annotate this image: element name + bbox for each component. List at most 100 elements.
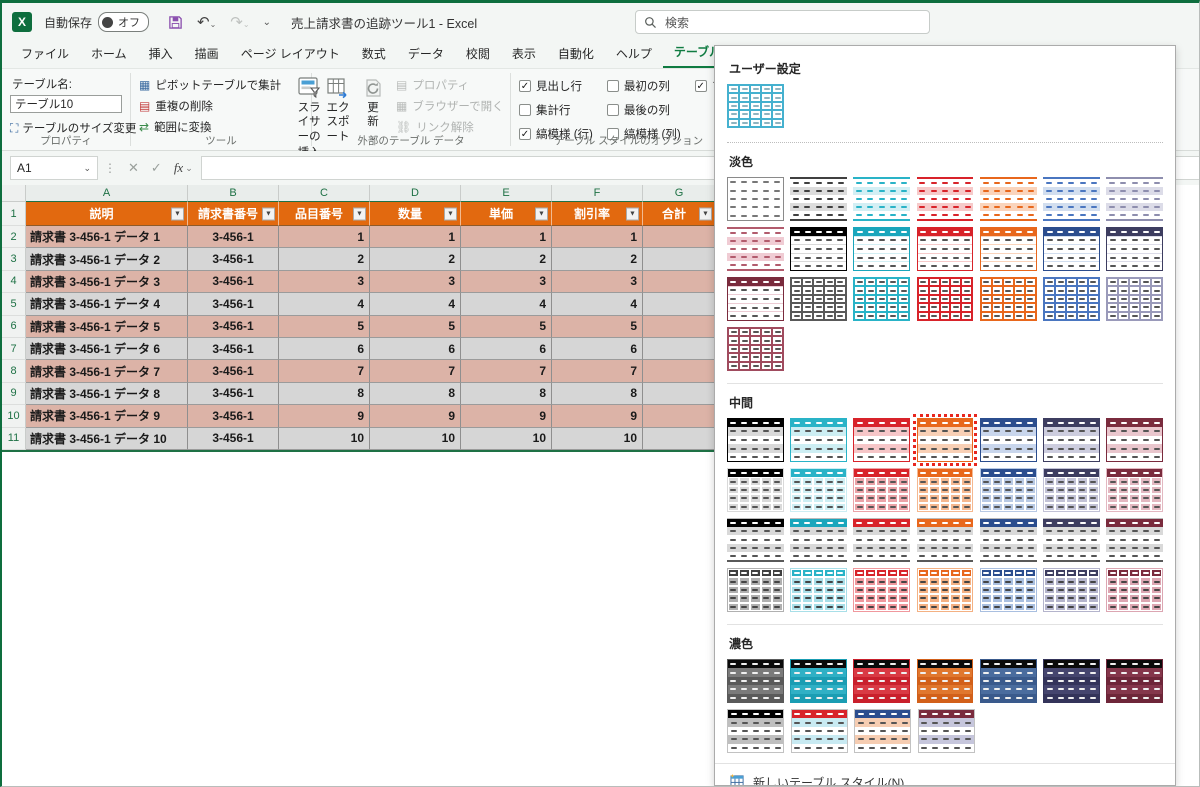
sheet-cell[interactable]: 7 <box>370 360 461 382</box>
table-style-thumbnail[interactable] <box>1043 227 1100 271</box>
ribbon-tab-5[interactable]: 数式 <box>351 40 397 68</box>
sheet-cell[interactable]: 請求書 3-456-1 データ 8 <box>26 383 188 405</box>
sheet-cell[interactable]: 3-456-1 <box>188 405 279 427</box>
table-style-thumbnail[interactable] <box>853 468 910 512</box>
column-header-D[interactable]: D <box>370 185 461 202</box>
sheet-cell[interactable]: 5 <box>370 316 461 338</box>
sheet-cell[interactable]: 請求書 3-456-1 データ 1 <box>26 226 188 248</box>
sheet-cell[interactable]: 3-456-1 <box>188 293 279 315</box>
ribbon-tab-0[interactable]: ファイル <box>10 40 80 68</box>
table-style-thumbnail[interactable] <box>727 468 784 512</box>
table-style-thumbnail[interactable] <box>853 518 910 562</box>
column-header-F[interactable]: F <box>552 185 643 202</box>
ribbon-tab-6[interactable]: データ <box>397 40 455 68</box>
table-style-thumbnail[interactable] <box>980 227 1037 271</box>
tool-button-0[interactable]: ▦ピボットテーブルで集計 <box>139 77 281 93</box>
sheet-cell[interactable]: 請求書 3-456-1 データ 4 <box>26 293 188 315</box>
sheet-cell[interactable]: 4 <box>370 293 461 315</box>
table-style-thumbnail[interactable] <box>727 568 784 612</box>
sheet-cell[interactable] <box>643 316 716 338</box>
table-style-thumbnail[interactable] <box>853 277 910 321</box>
row-header-2[interactable]: 2 <box>2 226 26 248</box>
autosave-toggle[interactable]: 自動保存 オフ <box>44 12 149 32</box>
sheet-cell[interactable] <box>643 383 716 405</box>
table-style-thumbnail[interactable] <box>1106 518 1163 562</box>
table-style-thumbnail[interactable] <box>980 468 1037 512</box>
sheet-cell[interactable]: 3-456-1 <box>188 338 279 360</box>
sheet-cell[interactable] <box>643 360 716 382</box>
table-style-thumbnail[interactable] <box>1106 177 1163 221</box>
tool-button-1[interactable]: ▤重複の削除 <box>139 98 281 114</box>
save-icon[interactable] <box>168 15 183 30</box>
sheet-cell[interactable]: 10 <box>461 428 552 450</box>
sheet-cell[interactable]: 4 <box>279 293 370 315</box>
sheet-cell[interactable]: 請求書 3-456-1 データ 3 <box>26 271 188 293</box>
filter-dropdown-icon[interactable]: ▼ <box>535 207 548 220</box>
ribbon-tab-10[interactable]: ヘルプ <box>605 40 663 68</box>
table-style-thumbnail[interactable] <box>853 568 910 612</box>
table-style-thumbnail[interactable] <box>1106 227 1163 271</box>
sheet-cell[interactable]: 9 <box>279 405 370 427</box>
checkbox-最初の列[interactable]: 最初の列 <box>607 78 681 94</box>
filter-dropdown-icon[interactable]: ▼ <box>353 207 366 220</box>
row-header-7[interactable]: 7 <box>2 338 26 360</box>
sheet-cell[interactable]: 7 <box>552 360 643 382</box>
table-style-thumbnail[interactable] <box>727 659 784 703</box>
column-header-E[interactable]: E <box>461 185 552 202</box>
cancel-icon[interactable]: ✕ <box>128 160 139 176</box>
table-name-input[interactable] <box>10 95 122 113</box>
table-style-thumbnail[interactable] <box>980 659 1037 703</box>
select-all-corner[interactable] <box>2 185 26 202</box>
undo-icon[interactable]: ↶⌄ <box>197 15 216 30</box>
table-style-thumbnail[interactable] <box>790 518 847 562</box>
column-header-B[interactable]: B <box>188 185 279 202</box>
table-style-thumbnail[interactable] <box>917 227 974 271</box>
sheet-cell[interactable]: 2 <box>461 248 552 270</box>
sheet-cell[interactable] <box>643 405 716 427</box>
sheet-cell[interactable]: 1 <box>370 226 461 248</box>
table-style-thumbnail[interactable] <box>1043 518 1100 562</box>
name-box[interactable]: A1 ⌄ <box>10 156 98 180</box>
sheet-cell[interactable]: 5 <box>552 316 643 338</box>
sheet-cell[interactable]: 10 <box>552 428 643 450</box>
column-header-C[interactable]: C <box>279 185 370 202</box>
table-style-thumbnail[interactable] <box>790 568 847 612</box>
sheet-cell[interactable]: 3-456-1 <box>188 383 279 405</box>
new-table-style-button[interactable]: 新しいテーブル スタイル(N)... <box>715 769 1175 786</box>
sheet-cell[interactable]: 8 <box>279 383 370 405</box>
filter-dropdown-icon[interactable]: ▼ <box>171 207 184 220</box>
ribbon-tab-1[interactable]: ホーム <box>80 40 138 68</box>
table-header-cell[interactable]: 数量▼ <box>370 202 461 226</box>
sheet-cell[interactable]: 3-456-1 <box>188 428 279 450</box>
checkbox-最後の列[interactable]: 最後の列 <box>607 102 681 118</box>
row-header-4[interactable]: 4 <box>2 271 26 293</box>
sheet-cell[interactable]: 5 <box>279 316 370 338</box>
sheet-cell[interactable]: 請求書 3-456-1 データ 7 <box>26 360 188 382</box>
table-style-thumbnail[interactable] <box>1106 277 1163 321</box>
row-header-8[interactable]: 8 <box>2 360 26 382</box>
sheet-cell[interactable]: 3-456-1 <box>188 360 279 382</box>
enter-icon[interactable]: ✓ <box>151 160 162 176</box>
sheet-cell[interactable]: 1 <box>552 226 643 248</box>
ribbon-tab-3[interactable]: 描画 <box>184 40 230 68</box>
sheet-cell[interactable]: 請求書 3-456-1 データ 6 <box>26 338 188 360</box>
table-style-thumbnail[interactable] <box>853 418 910 462</box>
filter-dropdown-icon[interactable]: ▼ <box>699 207 712 220</box>
table-style-thumbnail[interactable] <box>1106 659 1163 703</box>
table-style-thumbnail[interactable] <box>790 227 847 271</box>
sheet-cell[interactable]: 3 <box>461 271 552 293</box>
filter-dropdown-icon[interactable]: ▼ <box>444 207 457 220</box>
table-style-thumbnail[interactable] <box>727 84 784 128</box>
sheet-cell[interactable]: 8 <box>552 383 643 405</box>
sheet-cell[interactable]: 請求書 3-456-1 データ 5 <box>26 316 188 338</box>
table-style-thumbnail[interactable] <box>790 177 847 221</box>
table-style-thumbnail[interactable] <box>790 468 847 512</box>
table-style-thumbnail[interactable] <box>727 709 784 753</box>
sheet-cell[interactable] <box>643 428 716 450</box>
sheet-cell[interactable]: 3-456-1 <box>188 271 279 293</box>
sheet-cell[interactable]: 1 <box>461 226 552 248</box>
table-style-thumbnail[interactable] <box>1043 568 1100 612</box>
row-header-10[interactable]: 10 <box>2 405 26 427</box>
table-style-thumbnail[interactable] <box>917 659 974 703</box>
table-style-thumbnail[interactable] <box>1043 468 1100 512</box>
